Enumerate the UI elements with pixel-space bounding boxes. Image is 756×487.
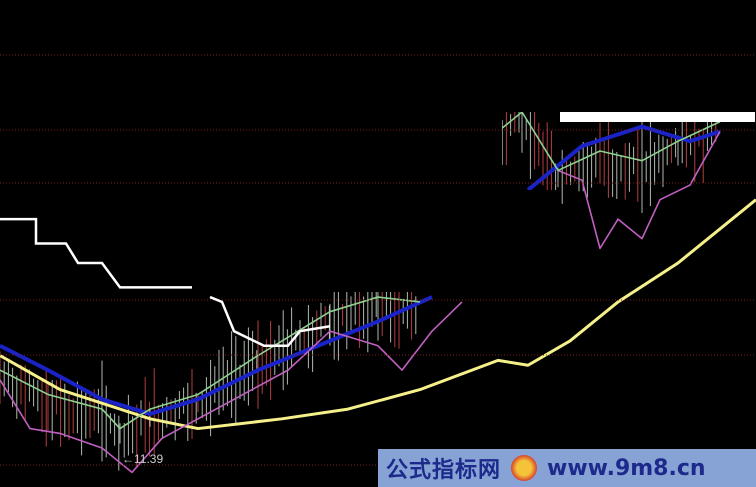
- series-line: [557, 131, 721, 250]
- occluded-area: [502, 0, 756, 112]
- watermark-site-name: 公式指标网: [386, 458, 502, 483]
- series-line: [0, 198, 756, 431]
- series-line: [497, 111, 721, 172]
- step-line: [0, 217, 192, 289]
- watermark: 公式指标网 www.9m8.cn: [378, 449, 756, 487]
- white-bar: [560, 112, 755, 122]
- low-price-label: ←11.39: [122, 452, 164, 466]
- series-line: [0, 296, 421, 430]
- series-line: [0, 301, 463, 474]
- series-line: [0, 295, 433, 416]
- watermark-url: www.9m8.cn: [547, 455, 706, 481]
- series-line: [526, 124, 721, 192]
- occluded-area: [475, 190, 560, 292]
- occluded-area: [0, 0, 502, 292]
- step-line: [209, 295, 331, 348]
- watermark-logo-icon: [511, 455, 538, 481]
